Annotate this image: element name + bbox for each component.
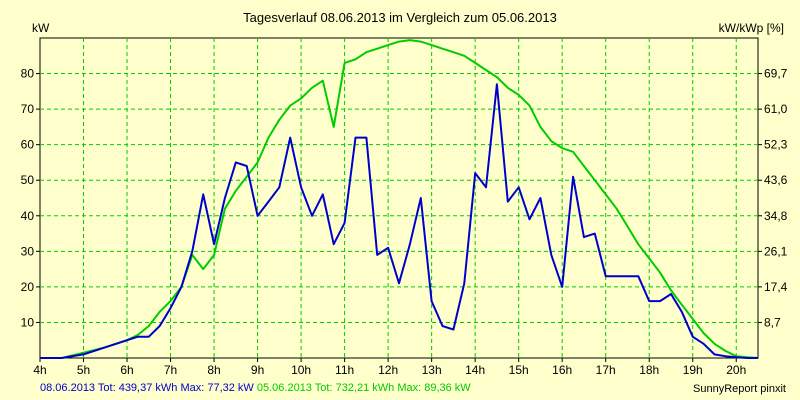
x-tick-label: 11h — [335, 363, 354, 377]
y-tick-label-right: 8,7 — [764, 315, 781, 329]
y-tick-label-right: 61,0 — [764, 102, 788, 116]
y-tick-label-left: 40 — [21, 209, 35, 223]
x-tick-label: 16h — [552, 363, 572, 377]
y-tick-label-left: 60 — [21, 138, 35, 152]
y-tick-label-left: 10 — [21, 315, 35, 329]
series-line-1 — [40, 83, 758, 359]
y-tick-label-right: 26,1 — [764, 244, 788, 258]
legend-series-2: 05.06.2013 Tot: 732,21 kWh Max: 89,36 kW — [256, 382, 471, 394]
y-tick-label-right: 17,4 — [764, 280, 788, 294]
x-tick-label: 8h — [207, 363, 220, 377]
x-tick-label: 10h — [291, 363, 311, 377]
y-tick-label-right: 43,6 — [764, 173, 788, 187]
x-tick-label: 19h — [683, 363, 703, 377]
series-line-2 — [40, 39, 759, 359]
y-tick-label-right: 69,7 — [764, 67, 788, 81]
y-tick-label-right: 34,8 — [764, 209, 788, 223]
y-tick-label-left: 80 — [21, 67, 35, 81]
x-tick-label: 17h — [596, 363, 616, 377]
x-tick-label: 4h — [33, 363, 46, 377]
y-tick-label-left: 50 — [21, 173, 35, 187]
x-tick-label: 12h — [378, 363, 398, 377]
x-tick-label: 14h — [465, 363, 485, 377]
x-tick-label: 15h — [509, 363, 529, 377]
footer-legend: 08.06.2013 Tot: 439,37 kWh Max: 77,32 kW… — [40, 382, 471, 394]
x-tick-label: 20h — [726, 363, 746, 377]
footer-credit: SunnyReport pinxit — [693, 383, 786, 395]
plot-frame — [39, 37, 759, 359]
y-axis-left-label: kW — [32, 21, 50, 35]
x-tick-label: 6h — [120, 363, 133, 377]
y-tick-label-left: 20 — [21, 280, 35, 294]
y-tick-label-left: 70 — [21, 102, 35, 116]
y-axis-right-label: kW/kWp [%] — [718, 21, 784, 35]
x-tick-label: 9h — [251, 363, 264, 377]
x-tick-label: 18h — [639, 363, 659, 377]
legend-series-1: 08.06.2013 Tot: 439,37 kWh Max: 77,32 kW — [40, 382, 254, 394]
x-tick-label: 5h — [77, 363, 90, 377]
y-tick-label-right: 52,3 — [764, 138, 788, 152]
x-tick-label: 7h — [164, 363, 177, 377]
y-tick-label-left: 30 — [21, 244, 35, 258]
x-tick-label: 13h — [422, 363, 442, 377]
chart-title: Tagesverlauf 08.06.2013 im Vergleich zum… — [243, 10, 557, 25]
